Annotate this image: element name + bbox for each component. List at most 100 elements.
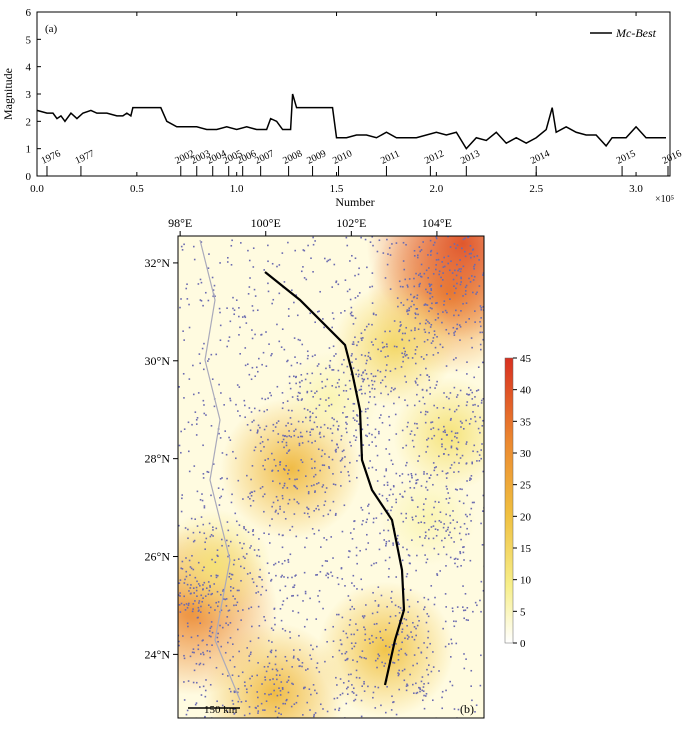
event-dot xyxy=(192,681,195,684)
event-dot xyxy=(441,539,443,542)
event-dot xyxy=(449,392,452,394)
event-dot xyxy=(220,495,223,498)
event-dot xyxy=(190,567,193,570)
event-dot xyxy=(217,640,219,643)
event-dot xyxy=(444,448,447,450)
event-dot xyxy=(197,561,200,564)
event-dot xyxy=(439,203,441,205)
event-dot xyxy=(272,501,275,504)
event-dot xyxy=(499,235,501,237)
event-dot xyxy=(470,475,473,477)
event-dot xyxy=(437,317,440,319)
event-dot xyxy=(293,337,296,339)
event-dot xyxy=(469,477,471,480)
event-dot xyxy=(425,269,428,272)
event-dot xyxy=(336,420,338,423)
event-dot xyxy=(401,609,404,612)
event-dot xyxy=(192,568,195,571)
event-dot xyxy=(316,310,319,313)
x-tick-label: 1.5 xyxy=(330,183,344,195)
event-dot xyxy=(258,357,260,360)
event-dot xyxy=(325,574,327,577)
event-dot xyxy=(376,480,379,482)
event-dot xyxy=(243,315,246,317)
event-dot xyxy=(298,634,300,637)
event-dot xyxy=(387,576,390,578)
event-dot xyxy=(404,350,406,353)
event-dot xyxy=(456,323,459,326)
event-dot xyxy=(369,391,371,393)
event-dot xyxy=(178,644,180,647)
event-dot xyxy=(446,311,448,314)
event-dot xyxy=(215,601,217,604)
event-dot xyxy=(332,640,335,643)
event-dot xyxy=(250,478,252,481)
event-dot xyxy=(255,585,258,587)
event-dot xyxy=(286,452,288,454)
event-dot xyxy=(225,598,228,600)
event-dot xyxy=(278,687,280,690)
event-dot xyxy=(456,263,458,266)
event-dot xyxy=(165,575,167,577)
event-dot xyxy=(466,480,468,482)
event-dot xyxy=(252,266,255,268)
event-dot xyxy=(211,276,214,279)
event-dot xyxy=(360,656,363,659)
event-dot xyxy=(360,332,363,335)
event-dot xyxy=(226,307,228,309)
event-dot xyxy=(464,609,467,612)
event-dot xyxy=(411,539,413,541)
event-dot xyxy=(383,539,386,541)
event-dot xyxy=(426,304,429,306)
event-dot xyxy=(355,373,357,376)
event-dot xyxy=(206,470,209,473)
event-dot xyxy=(338,707,341,710)
event-dot xyxy=(439,343,442,346)
event-dot xyxy=(178,444,181,447)
event-dot xyxy=(384,330,386,333)
event-dot xyxy=(438,231,440,233)
event-dot xyxy=(185,557,187,559)
event-dot xyxy=(463,559,465,561)
event-dot xyxy=(301,665,303,668)
event-dot xyxy=(218,504,221,506)
event-dot xyxy=(466,515,468,518)
event-dot xyxy=(255,725,257,727)
event-dot xyxy=(258,576,260,578)
event-dot xyxy=(447,255,450,257)
event-dot xyxy=(480,399,483,402)
event-dot xyxy=(201,347,204,350)
event-dot xyxy=(283,468,285,470)
event-dot xyxy=(227,340,230,342)
event-dot xyxy=(238,589,240,592)
event-dot xyxy=(391,243,393,245)
event-dot xyxy=(271,302,273,305)
event-dot xyxy=(270,580,272,582)
event-dot xyxy=(265,365,268,367)
event-dot xyxy=(316,645,318,648)
event-dot xyxy=(200,299,203,302)
event-dot xyxy=(414,349,417,351)
event-dot xyxy=(281,668,284,670)
event-dot xyxy=(428,664,430,666)
event-dot xyxy=(180,567,183,570)
event-dot xyxy=(432,273,435,275)
event-dot xyxy=(423,503,425,505)
event-dot xyxy=(345,390,348,392)
event-dot xyxy=(348,474,350,477)
event-dot xyxy=(154,607,156,609)
event-dot xyxy=(370,564,373,567)
event-dot xyxy=(427,673,430,676)
event-dot xyxy=(355,358,357,360)
event-dot xyxy=(250,494,253,497)
event-dot xyxy=(221,704,224,707)
event-dot xyxy=(361,509,364,511)
event-dot xyxy=(455,357,457,359)
event-dot xyxy=(341,457,344,459)
event-dot xyxy=(327,513,330,516)
event-dot xyxy=(474,420,477,423)
event-dot xyxy=(490,430,492,432)
event-dot xyxy=(277,561,280,563)
event-dot xyxy=(349,441,351,444)
event-dot xyxy=(303,720,305,722)
